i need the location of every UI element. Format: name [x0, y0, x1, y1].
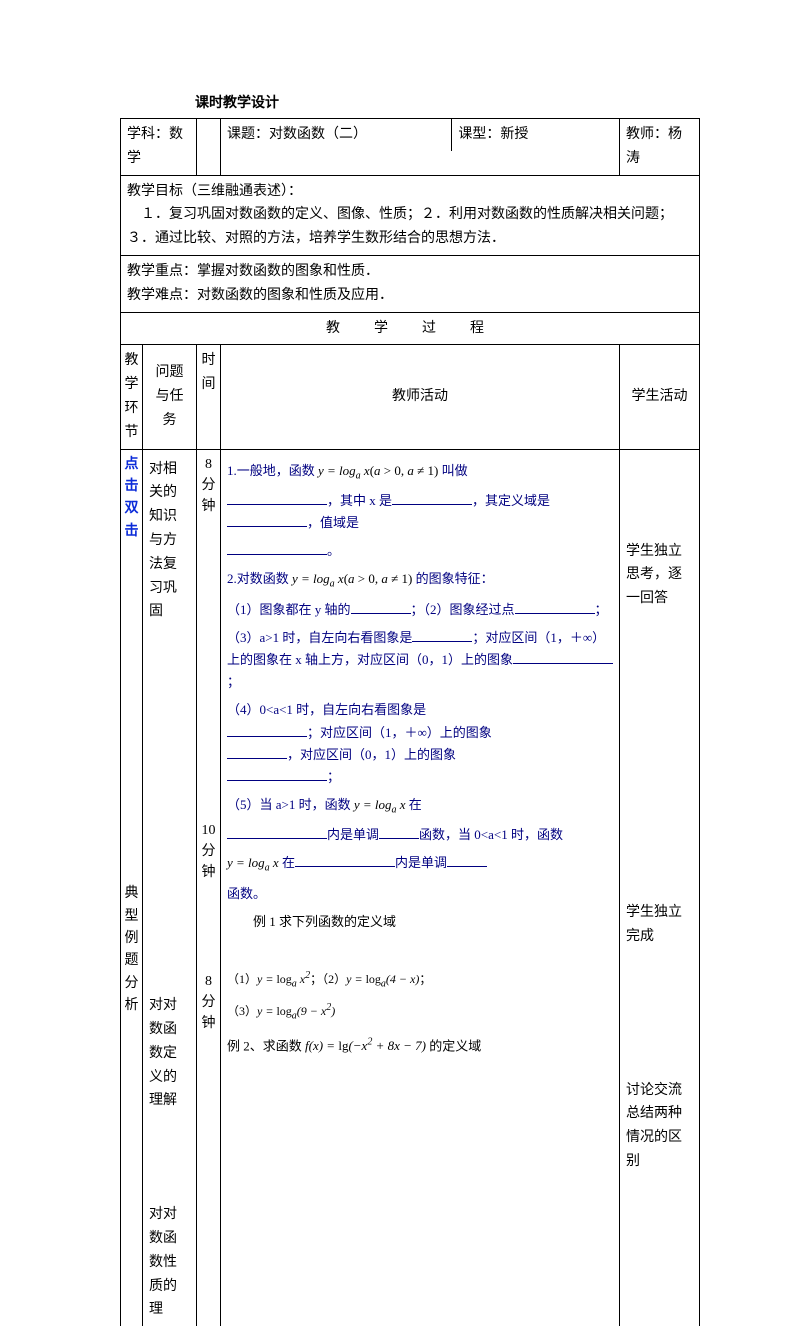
doc-title-2: 课时教学设计: [195, 92, 700, 112]
content-row: 点击双击 典型例题分析 对相关的知识与方法复习巩固 对对数函数定义的理解 对对数…: [121, 449, 700, 1326]
time-2: 10分钟: [199, 820, 218, 883]
cell-phase: 点击双击 典型例题分析: [121, 449, 143, 1326]
student-1: 学生独立思考，逐一回答: [626, 540, 693, 611]
q5a: （5）当 a>1 时，函数: [227, 797, 354, 812]
cell-student: 学生独立思考，逐一回答 学生独立完成 讨论交流总结两种情况的区别: [620, 449, 700, 1326]
cell-objectives: 教学目标（三维融通表述）： １．复习巩固对数函数的定义、图像、性质；２．利用对数…: [121, 175, 700, 255]
q1-post: 叫做: [438, 463, 467, 478]
ex13: ；: [419, 972, 431, 986]
cell-key: 教学重点：掌握对数函数的图象和性质． 教学难点：对数函数的图象和性质及应用．: [121, 255, 700, 312]
lbl-topic: 课题：: [227, 127, 269, 142]
q5: （5）当 a>1 时，函数 y = loga x 在: [227, 794, 613, 819]
student-2: 学生独立完成: [626, 901, 693, 949]
ex1-line1: （1）y = loga x2；（2）y = loga(4 − x)；: [227, 967, 613, 992]
ex12: ；（2）: [310, 972, 346, 986]
q21b: ；（2）图象经过点: [411, 602, 515, 617]
col-phase: 教学环节: [121, 345, 143, 449]
task-3: 对对数函数性质的理: [149, 1203, 190, 1322]
val-key: 掌握对数函数的图象和性质．: [197, 264, 379, 279]
col-task: 问题与任务: [143, 345, 197, 449]
q5b: 在: [406, 797, 422, 812]
col-headers: 教学环节 问题与任务 时间 教师活动 学生活动: [121, 345, 700, 449]
q24a: （4）0<a<1 时，自左向右看图象是: [227, 702, 426, 717]
q1-end: 。: [227, 540, 613, 562]
q24d: ；: [327, 769, 340, 784]
q5f: 内是单调: [395, 855, 447, 870]
q5c: 内是单调: [327, 827, 379, 842]
ex2b: 的定义域: [426, 1038, 481, 1053]
lbl-type: 课型：: [458, 127, 500, 142]
col-student: 学生活动: [620, 345, 700, 449]
q1b1: ，其中 x 是: [327, 493, 392, 508]
ex1-intro: 例 1 求下列函数的定义域: [227, 911, 613, 933]
q1b3: ，值域是: [307, 515, 359, 530]
process-title-row: 教 学 过 程: [121, 312, 700, 345]
main-table: 学科：数学 课题：对数函数（二） 课型：新授 教师：杨涛: [120, 118, 700, 1326]
q5e: 在: [279, 855, 295, 870]
cell-content: 1.一般地，函数 y = loga x(a > 0, a ≠ 1) 叫做 ，其中…: [221, 449, 620, 1326]
key-row: 教学重点：掌握对数函数的图象和性质． 教学难点：对数函数的图象和性质及应用．: [121, 255, 700, 312]
q1-blanks: ，其中 x 是 ，其定义域是 ，值域是: [227, 490, 613, 534]
col-time: 时间: [197, 345, 221, 449]
q2-3: （3）a>1 时，自左向右看图象是；对应区间（1，＋∞）上的图象在 x 轴上方，…: [227, 627, 613, 693]
cell-process-title: 教 学 过 程: [121, 312, 700, 345]
lbl-teacher: 教师：: [626, 127, 668, 142]
q2-4: （4）0<a<1 时，自左向右看图象是 ；对应区间（1，＋∞）上的图象 ，对应区间（…: [227, 699, 613, 787]
student-3: 讨论交流总结两种情况的区别: [626, 1079, 693, 1174]
val-topic: 对数函数（二）: [269, 127, 367, 142]
task-2: 对对数函数定义的理解: [149, 994, 190, 1113]
q5d: 函数，当 0<a<1 时，函数: [419, 827, 563, 842]
lbl-diff: 教学难点：: [127, 288, 197, 303]
ex2a: 例 2、求函数: [227, 1038, 305, 1053]
cell-teacher: 教师：杨涛: [620, 119, 700, 176]
ex2: 例 2、求函数 f(x) = lg(−x2 + 8x − 7) 的定义域: [227, 1034, 613, 1057]
q5-3: y = loga x 在内是单调: [227, 852, 613, 877]
q1b2: ，其定义域是: [472, 493, 550, 508]
objectives-row: 教学目标（三维融通表述）： １．复习巩固对数函数的定义、图像、性质；２．利用对数…: [121, 175, 700, 255]
ex1-line2: （3）y = loga(9 − x2): [227, 999, 613, 1024]
lbl-key: 教学重点：: [127, 264, 197, 279]
cell-topic: [197, 119, 221, 176]
time-1: 8分钟: [199, 454, 218, 517]
q2-post: 的图象特征：: [412, 571, 493, 586]
q24b: ；对应区间（1，＋∞）上的图象: [307, 725, 492, 740]
q2: 2.对数函数 y = loga x(a > 0, a ≠ 1) 的图象特征：: [227, 568, 613, 593]
time-3: 8分钟: [199, 971, 218, 1034]
lbl-subject: 学科：: [127, 127, 169, 142]
cell-subject: 学科：数学: [121, 119, 197, 176]
q1-pre: 1.一般地，函数: [227, 463, 318, 478]
q23a: （3）a>1 时，自左向右看图象是: [227, 630, 412, 645]
phase-2: 典型例题分析: [123, 883, 140, 1017]
cell-topic-type: 课题：对数函数（二） 课型：新授: [221, 119, 620, 176]
q21a: （1）图象都在 y 轴的: [227, 602, 351, 617]
val-diff: 对数函数的图象和性质及应用．: [197, 288, 393, 303]
info-row: 学科：数学 课题：对数函数（二） 课型：新授 教师：杨涛: [121, 119, 700, 176]
task-1: 对相关的知识与方法复习巩固: [149, 458, 190, 625]
ex14: （3）: [227, 1004, 257, 1018]
lbl-objectives: 教学目标（三维融通表述）：: [127, 184, 302, 199]
q21c: ；: [595, 602, 608, 617]
val-type: 新授: [500, 127, 528, 142]
phase-1: 点击双击: [123, 454, 140, 544]
ex11: （1）: [227, 972, 257, 986]
q2-pre: 2.对数函数: [227, 571, 292, 586]
q2-1: （1）图象都在 y 轴的 ；（2）图象经过点 ；: [227, 599, 613, 621]
q24c: ，对应区间（0，1）上的图象: [287, 747, 456, 762]
col-teacher: 教师活动: [221, 345, 620, 449]
q5-2: 内是单调 函数，当 0<a<1 时，函数: [227, 824, 613, 846]
q1e: 。: [327, 543, 340, 558]
q5-4: 函数。: [227, 883, 613, 905]
cell-time: 8分钟 10分钟 8分钟: [197, 449, 221, 1326]
val-objectives: １．复习巩固对数函数的定义、图像、性质；２．利用对数函数的性质解决相关问题；３．…: [127, 207, 673, 246]
q1: 1.一般地，函数 y = loga x(a > 0, a ≠ 1) 叫做: [227, 460, 613, 485]
q23c: ；: [227, 674, 240, 689]
cell-task: 对相关的知识与方法复习巩固 对对数函数定义的理解 对对数函数性质的理: [143, 449, 197, 1326]
